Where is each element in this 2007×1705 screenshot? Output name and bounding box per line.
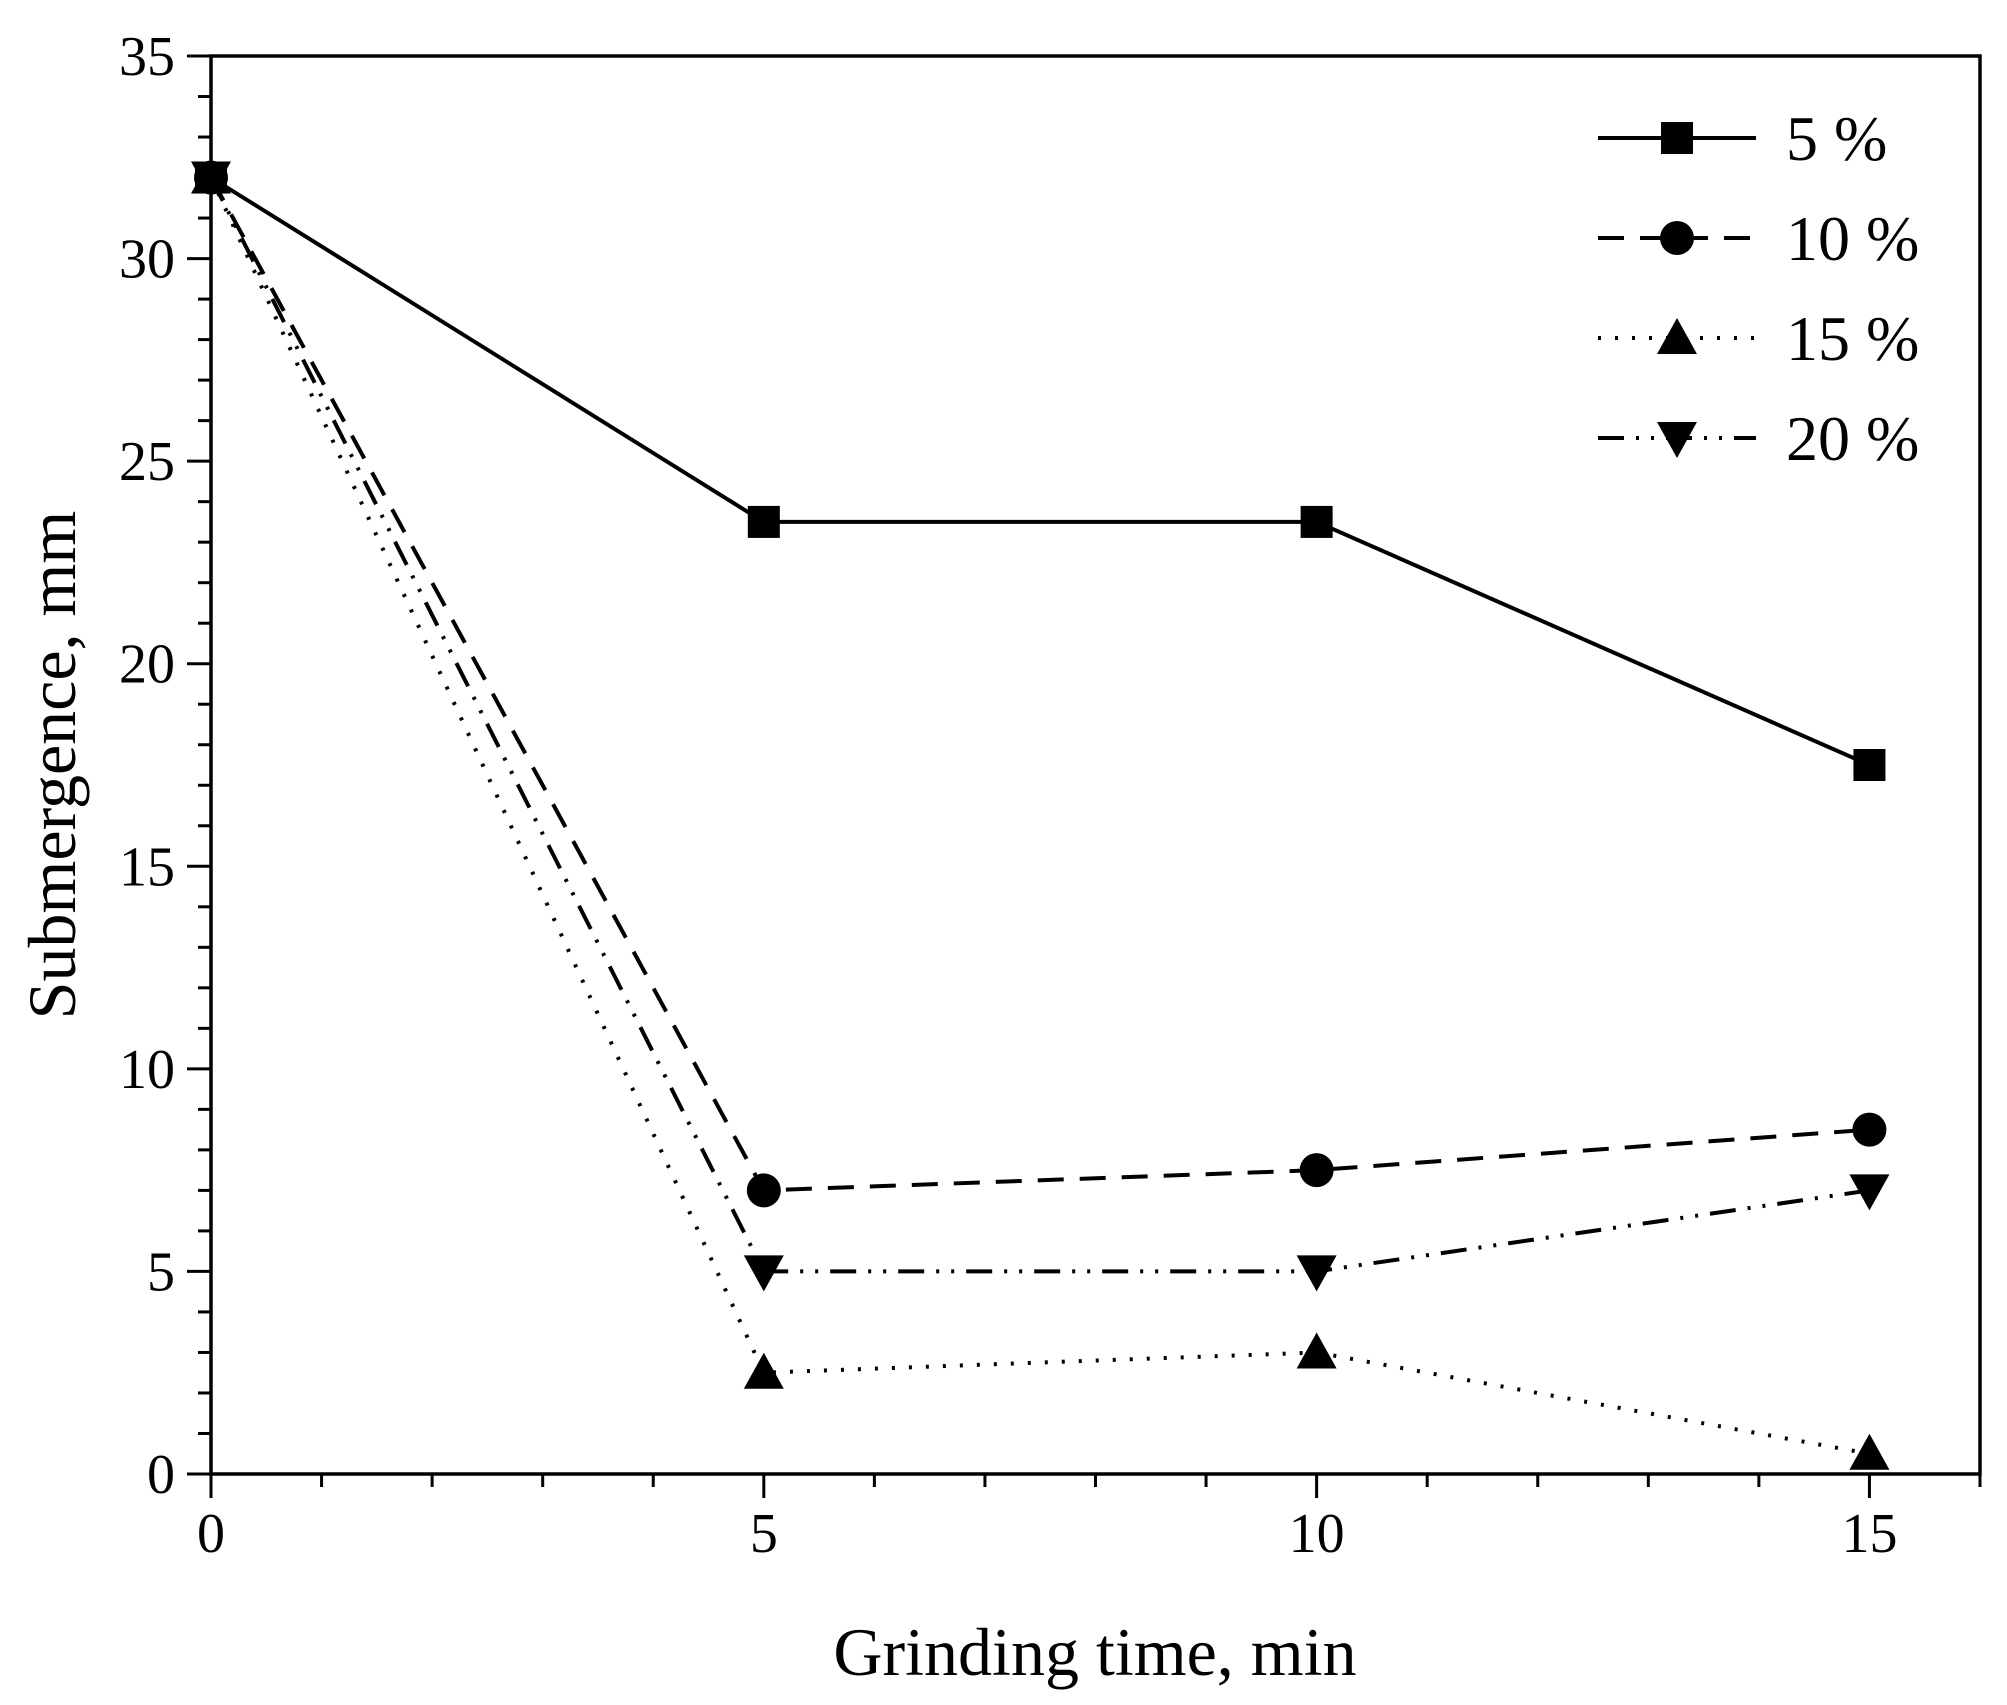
x-tick-label: 10 — [1289, 1503, 1345, 1565]
y-tick-label: 35 — [119, 26, 175, 88]
series-10 — [194, 160, 1887, 1208]
y-tick-label: 5 — [147, 1241, 175, 1303]
legend-label-20: 20 % — [1786, 403, 1919, 474]
data-point-20 — [191, 161, 231, 198]
series-20 — [191, 161, 1890, 1292]
y-tick-label: 30 — [119, 229, 175, 291]
data-point-5 — [747, 505, 780, 538]
data-point-15 — [743, 1352, 784, 1389]
series-group — [191, 157, 1890, 1470]
legend-label-10: 10 % — [1786, 203, 1919, 274]
legend-marker-15 — [1657, 318, 1697, 354]
x-axis-title: Grinding time, min — [833, 1614, 1356, 1690]
data-point-20 — [1849, 1174, 1890, 1211]
x-tick-label: 0 — [197, 1503, 225, 1565]
data-point-10 — [1852, 1112, 1887, 1147]
x-tick-label: 5 — [750, 1503, 778, 1565]
y-tick-label: 15 — [119, 836, 175, 898]
y-tick-label: 0 — [147, 1444, 175, 1506]
data-point-15 — [1296, 1332, 1337, 1369]
data-point-20 — [1296, 1255, 1337, 1292]
data-point-5 — [1300, 505, 1333, 538]
series-line-5 — [209, 175, 1871, 767]
plot-frame — [209, 54, 1982, 1476]
legend-label-15: 15 % — [1786, 303, 1919, 374]
legend-marker-20 — [1657, 422, 1697, 458]
series-line-15 — [209, 176, 1870, 1456]
series-line-20 — [209, 176, 1870, 1274]
data-point-10 — [1299, 1153, 1334, 1188]
series-15 — [191, 157, 1890, 1470]
y-tick-label: 25 — [119, 431, 175, 493]
legend-label-5: 5 % — [1786, 103, 1887, 174]
series-line-10 — [209, 176, 1870, 1193]
axis-ticks: 0 5 10 15 0 5 10 15 20 25 30 35 — [119, 26, 1982, 1565]
data-point-20 — [743, 1255, 784, 1292]
data-point-15 — [1849, 1433, 1890, 1470]
data-point-10 — [746, 1173, 781, 1208]
x-tick-label: 15 — [1841, 1503, 1897, 1565]
y-tick-label: 10 — [119, 1039, 175, 1101]
y-tick-label: 20 — [119, 634, 175, 696]
legend: 5 % 10 % 15 % 20 % — [1598, 103, 1919, 474]
legend-marker-5 — [1661, 122, 1693, 154]
legend-marker-10 — [1660, 221, 1694, 255]
data-point-5 — [1853, 749, 1886, 781]
y-axis-title: Submergence, mm — [14, 511, 90, 1020]
